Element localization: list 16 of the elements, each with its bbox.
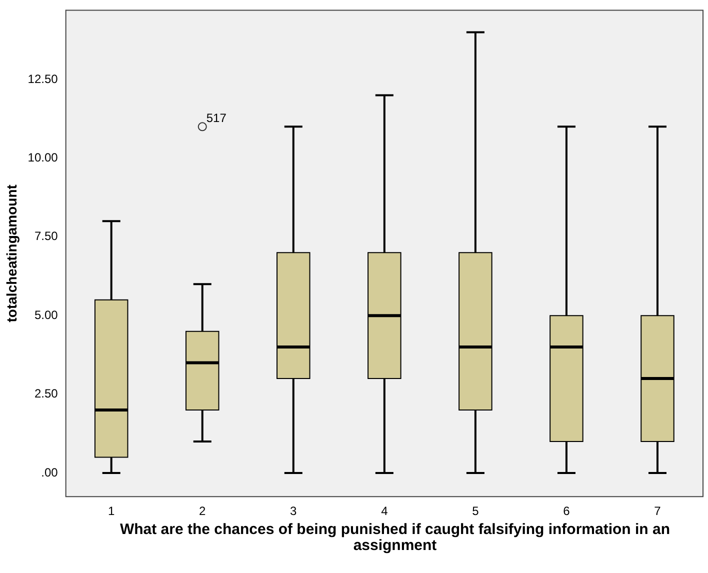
y-tick-label: 10.00 bbox=[28, 150, 58, 164]
x-tick-label: 2 bbox=[199, 504, 206, 518]
y-tick-label: 5.00 bbox=[34, 308, 58, 322]
x-tick-label: 5 bbox=[472, 504, 480, 518]
annotation: 517 bbox=[206, 110, 227, 125]
x-tick-label: 3 bbox=[290, 504, 298, 518]
x-axis-title: What are the chances of being punished if caught falsifying information in an assignment bbox=[118, 521, 672, 554]
y-tick-label: 12.50 bbox=[28, 72, 58, 86]
x-tick-label: 6 bbox=[563, 504, 570, 518]
x-tick-label: 4 bbox=[381, 504, 388, 518]
y-axis-title: totalcheatingamount bbox=[3, 184, 20, 322]
x-tick-label: 1 bbox=[108, 504, 115, 518]
x-tick-label: 7 bbox=[654, 504, 662, 518]
y-tick-label: 7.50 bbox=[34, 229, 58, 244]
y-tick-label: 2.50 bbox=[34, 386, 58, 401]
y-tick-label: .00 bbox=[41, 465, 58, 480]
